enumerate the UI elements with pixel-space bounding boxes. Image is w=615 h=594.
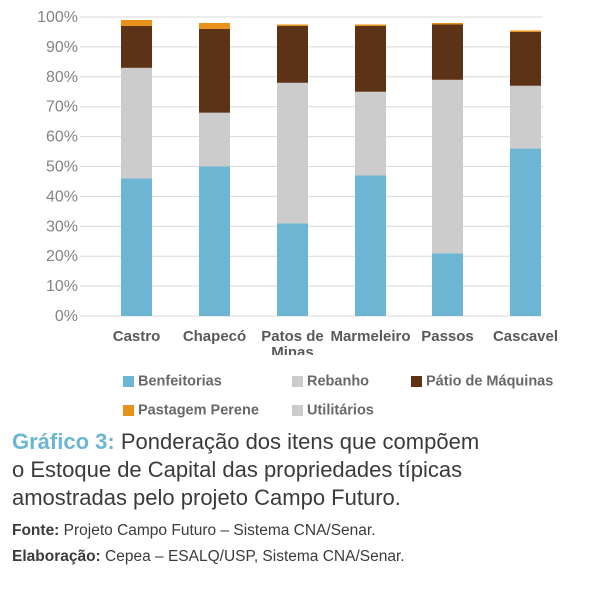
svg-text:40%: 40%	[46, 188, 78, 205]
svg-text:Benfeitorias: Benfeitorias	[138, 374, 222, 390]
svg-text:60%: 60%	[46, 129, 78, 146]
svg-text:70%: 70%	[46, 99, 78, 116]
svg-text:10%: 10%	[46, 278, 78, 295]
svg-text:Castro: Castro	[113, 328, 161, 345]
svg-text:Passos: Passos	[421, 328, 474, 345]
svg-text:Patos de: Patos de	[261, 328, 324, 345]
svg-text:Utilitários: Utilitários	[307, 403, 374, 419]
svg-text:Pastagem Perene: Pastagem Perene	[138, 403, 259, 419]
svg-text:90%: 90%	[46, 39, 78, 56]
svg-text:0%: 0%	[55, 308, 78, 325]
svg-text:Minas: Minas	[271, 344, 314, 355]
svg-text:Pátio de Máquinas: Pátio de Máquinas	[426, 374, 553, 390]
svg-text:Cascavel: Cascavel	[493, 328, 558, 345]
svg-text:20%: 20%	[46, 248, 78, 265]
svg-text:Rebanho: Rebanho	[307, 374, 369, 390]
svg-text:30%: 30%	[46, 218, 78, 235]
svg-text:100%: 100%	[37, 9, 78, 26]
svg-text:Chapecó: Chapecó	[183, 328, 246, 345]
svg-text:80%: 80%	[46, 69, 78, 86]
svg-text:50%: 50%	[46, 159, 78, 176]
svg-text:Marmeleiro: Marmeleiro	[330, 328, 410, 345]
